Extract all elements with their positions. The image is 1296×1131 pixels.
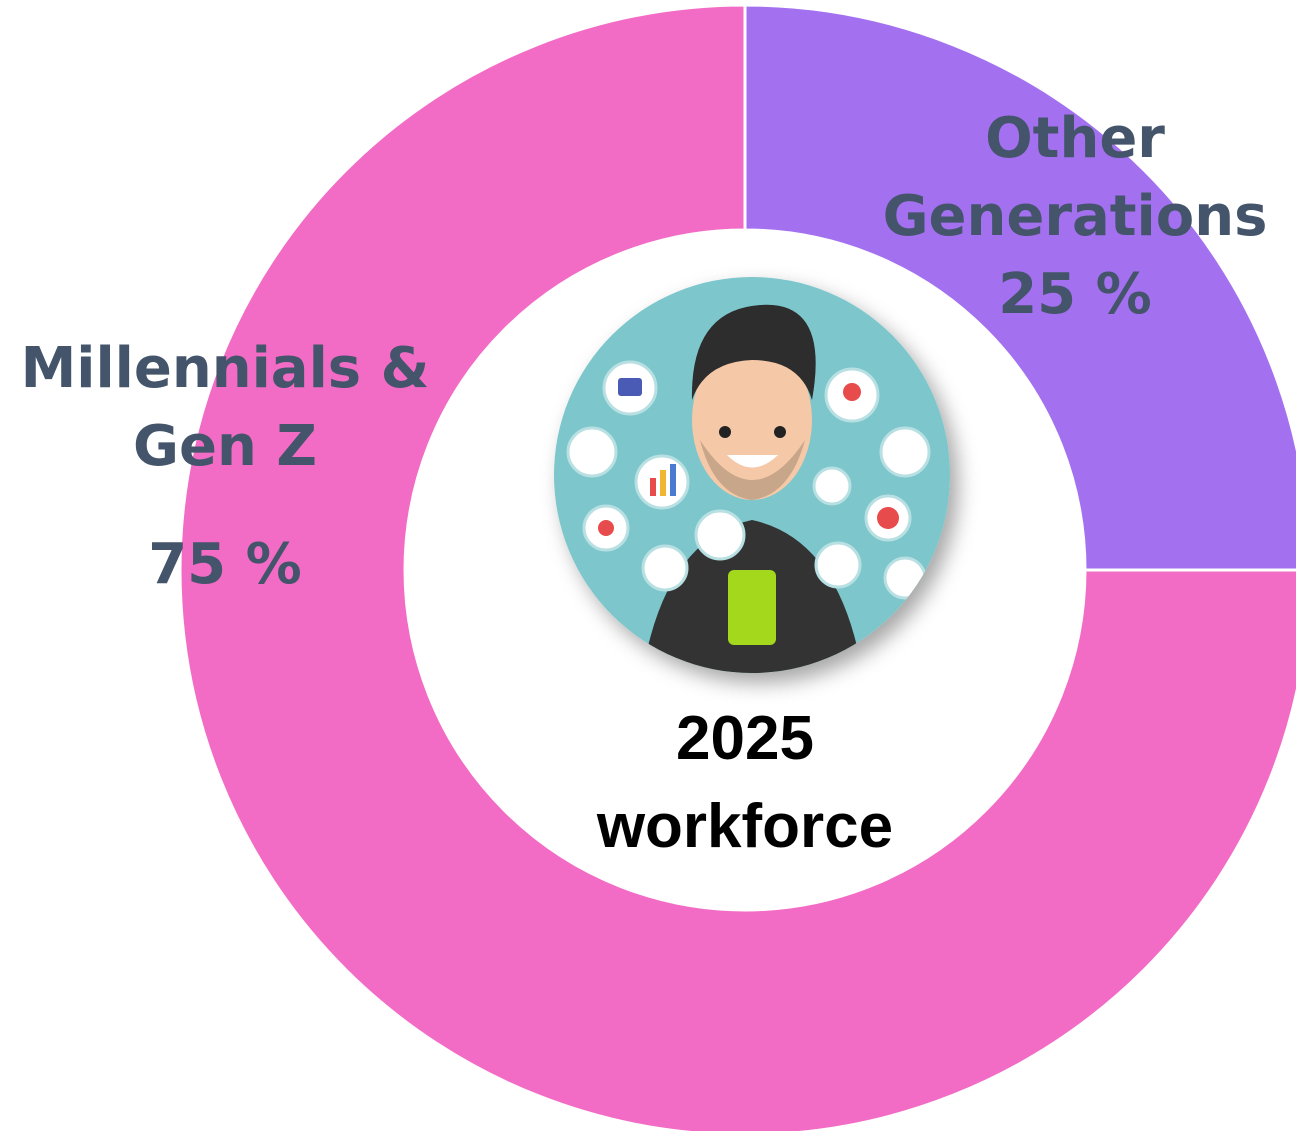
value-label: 75 % bbox=[148, 532, 302, 597]
category-label: Other Generations bbox=[882, 106, 1268, 249]
donut-slice bbox=[178, 3, 1296, 1131]
slice-label: Millennials & Gen Z 75 % bbox=[0, 330, 450, 604]
slices bbox=[178, 3, 1296, 1131]
center-label: 2025 workforce bbox=[596, 704, 894, 861]
slice-label: Other Generations 25 % bbox=[855, 100, 1295, 334]
category-label: Millennials & Gen Z bbox=[20, 336, 430, 479]
donut-slice bbox=[743, 3, 1296, 572]
illustration bbox=[554, 277, 950, 673]
value-label: 25 % bbox=[998, 262, 1152, 327]
